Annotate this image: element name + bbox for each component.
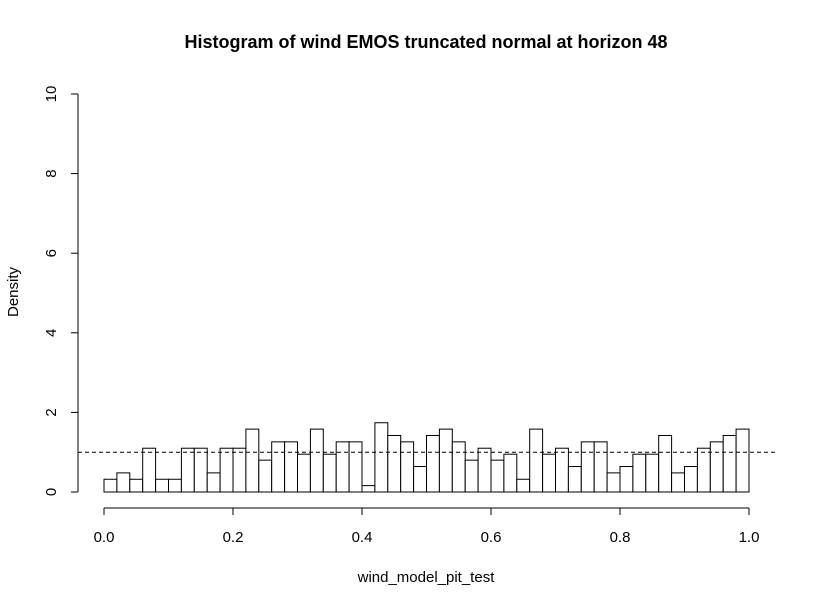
bars-group [103,422,750,493]
histogram-bar [387,434,402,493]
x-tick-label: 0.8 [610,529,631,546]
histogram-bar [193,447,208,493]
y-tick-label: 2 [43,408,60,416]
histogram-bar [284,441,299,493]
histogram-bar [529,428,544,493]
histogram-bar [322,453,337,493]
y-tick-label: 6 [43,249,60,257]
chart-title: Histogram of wind EMOS truncated normal … [184,32,667,52]
histogram-bar [438,428,453,493]
histogram-bar [464,459,479,493]
histogram-bar [451,441,466,493]
histogram-bar [722,434,737,493]
histogram-bar [374,422,389,493]
histogram-bar [413,466,428,493]
histogram-bar [361,485,376,493]
histogram-bar [658,434,673,493]
histogram-bar [593,441,608,493]
histogram-bar [219,447,234,493]
histogram-bar [696,447,711,493]
histogram-bar [297,453,311,493]
histogram-bar [567,466,582,493]
histogram-bar [503,453,518,493]
y-tick-label: 8 [43,169,60,177]
x-tick-label: 0.0 [94,529,115,546]
y-tick-label: 0 [43,488,60,496]
histogram-bar [606,472,621,493]
histogram-bar [645,453,660,493]
histogram-bar [245,428,260,493]
histogram-bar [735,428,750,493]
histogram-bar [516,478,531,493]
histogram-bar [129,478,144,493]
histogram-bar [426,434,440,493]
histogram-bar [490,459,505,493]
histogram-bar [671,472,685,493]
x-tick-label: 0.2 [223,529,244,546]
y-axis-label: Density [5,266,22,317]
histogram-bar [258,459,273,493]
y-axis: 0 2 4 6 8 10 [43,86,79,496]
histogram-bar [619,466,634,493]
x-axis-label: wind_model_pit_test [357,569,496,586]
histogram-bar [103,478,118,493]
histogram-bar [180,447,195,493]
histogram-bar [709,441,724,493]
histogram-bar [555,447,569,493]
histogram-bar [632,453,647,493]
histogram-bar [335,441,350,493]
histogram-bar [580,441,595,493]
y-tick-label: 10 [43,86,60,103]
histogram-bar [271,441,286,493]
histogram-bar [400,441,415,493]
x-tick-label: 1.0 [739,529,760,546]
y-tick-label: 4 [43,329,60,337]
histogram-bar [684,466,698,493]
x-axis: 0.0 0.2 0.4 0.6 0.8 1.0 [94,507,760,546]
histogram-bar [309,428,324,493]
histogram-bar [168,478,182,493]
histogram-bar [142,447,157,493]
histogram-bar [116,472,131,493]
x-tick-label: 0.6 [481,529,502,546]
histogram-bar [206,472,221,493]
histogram-bar [542,453,556,493]
histogram-bar [232,447,247,493]
x-tick-label: 0.4 [352,529,373,546]
histogram-bar [155,478,170,493]
histogram-bar [348,441,363,493]
histogram-bar [477,447,492,493]
